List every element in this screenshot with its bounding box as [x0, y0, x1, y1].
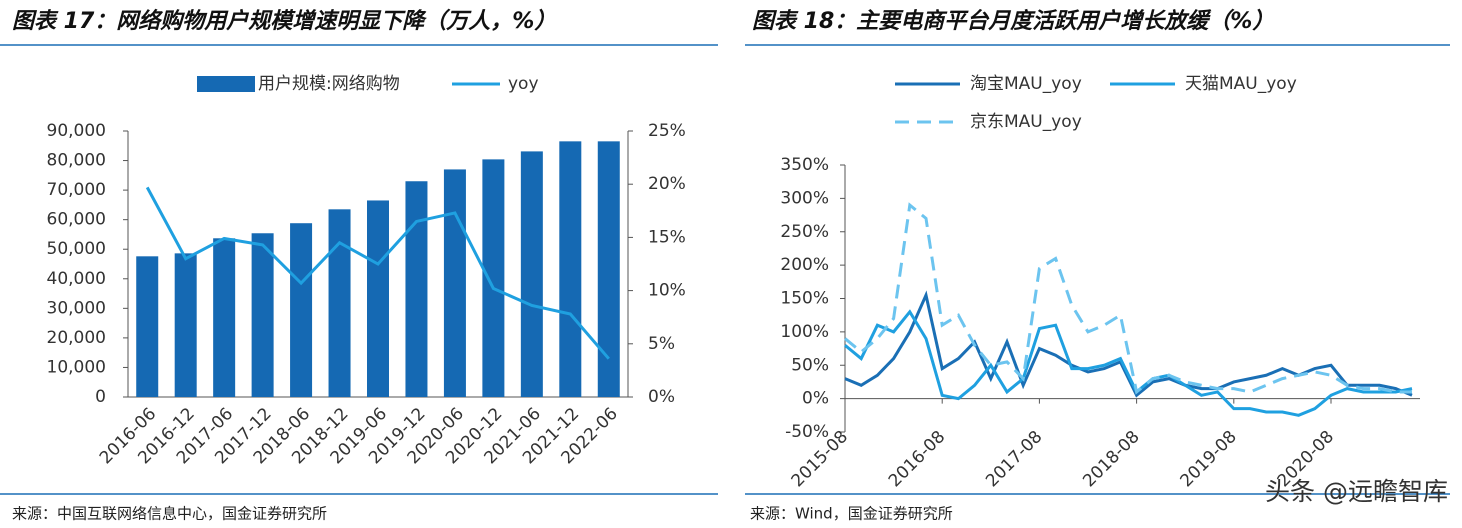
- y-tick-label: 50,000: [47, 239, 106, 259]
- watermark: 头条 @远瞻智库: [1265, 477, 1448, 506]
- line: [145, 186, 610, 360]
- source: 来源：Wind，国金证券研究所: [750, 505, 953, 523]
- legend-label: 天猫MAU_yoy: [1185, 74, 1297, 94]
- line: [844, 309, 1413, 417]
- line: [844, 202, 1412, 395]
- y-tick-label: 200%: [780, 255, 829, 275]
- legend-swatch: [197, 76, 255, 92]
- y-tick-label: 0: [95, 387, 106, 407]
- legend-label: yoy: [508, 74, 539, 94]
- x-tick-label: 2017-08: [982, 427, 1046, 491]
- y2-tick-label: 15%: [648, 227, 686, 247]
- y-tick-label: 150%: [780, 289, 829, 309]
- x-tick-label: 2016-08: [885, 427, 949, 491]
- legend-label: 京东MAU_yoy: [970, 112, 1082, 132]
- y-tick-label: 90,000: [47, 121, 106, 141]
- y-tick-label: 10,000: [47, 357, 106, 377]
- bar: [520, 151, 543, 397]
- y-tick-label: -50%: [785, 422, 829, 442]
- y2-tick-label: 20%: [648, 174, 686, 194]
- bar: [251, 233, 274, 397]
- y-tick-label: 100%: [780, 322, 829, 342]
- bar: [559, 141, 582, 397]
- x-tick-label: 2018-08: [1079, 427, 1143, 491]
- chart-title: 图表 18：主要电商平台月度活跃用户增长放缓（%）: [752, 8, 1274, 34]
- y2-tick-label: 0%: [648, 387, 675, 407]
- bar: [290, 223, 313, 397]
- y2-tick-label: 10%: [648, 281, 686, 301]
- y2-tick-label: 25%: [648, 121, 686, 141]
- y-tick-label: 60,000: [47, 210, 106, 230]
- x-tick-label: 2019-08: [1177, 427, 1241, 491]
- bar: [213, 238, 236, 397]
- bar: [367, 200, 389, 397]
- line: [844, 290, 1413, 398]
- y-tick-label: 80,000: [47, 151, 106, 171]
- bar: [136, 256, 159, 397]
- y-tick-label: 40,000: [47, 269, 106, 289]
- y-tick-label: 30,000: [47, 298, 106, 318]
- legend-label: 淘宝MAU_yoy: [970, 74, 1082, 94]
- y2-tick-label: 5%: [648, 334, 675, 354]
- source: 来源：中国互联网络信息中心，国金证券研究所: [12, 505, 327, 523]
- bar: [174, 253, 197, 397]
- bar: [482, 159, 505, 397]
- bar: [405, 181, 428, 397]
- y-tick-label: 350%: [780, 155, 829, 175]
- y-tick-label: 300%: [780, 188, 829, 208]
- bar: [597, 141, 620, 397]
- y-tick-label: 250%: [780, 222, 829, 242]
- bar: [443, 169, 466, 397]
- legend-label: 用户规模:网络购物: [258, 74, 400, 94]
- y-tick-label: 50%: [791, 355, 829, 375]
- chart-title: 图表 17：网络购物用户规模增速明显下降（万人，%）: [12, 8, 556, 34]
- y-tick-label: 20,000: [47, 328, 106, 348]
- bar: [328, 209, 351, 397]
- y-tick-label: 70,000: [47, 180, 106, 200]
- y-tick-label: 0%: [802, 389, 829, 409]
